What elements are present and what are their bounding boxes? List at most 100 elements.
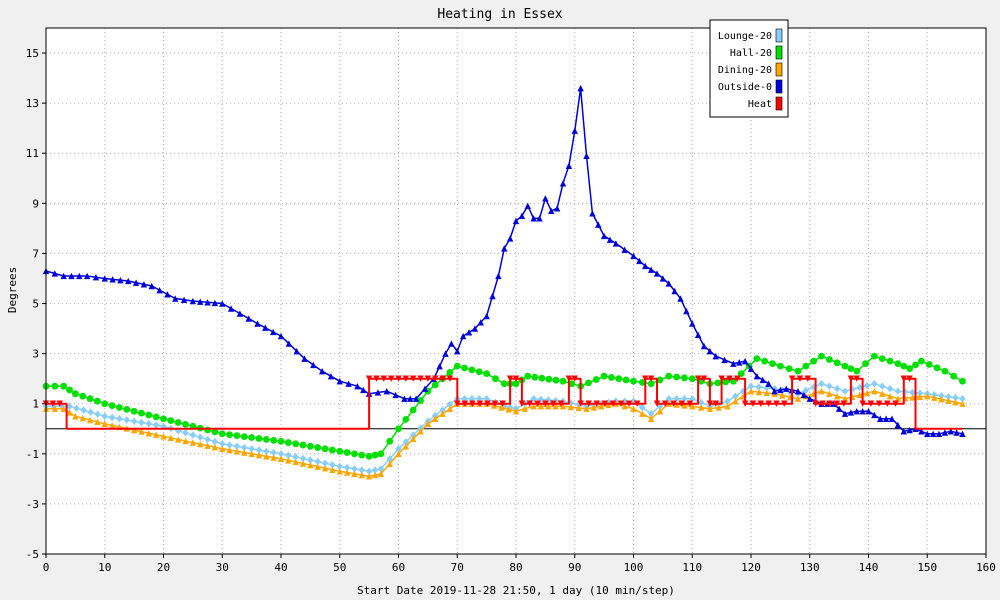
data-point xyxy=(585,379,592,387)
data-point xyxy=(51,382,59,390)
data-point xyxy=(608,374,615,381)
data-point xyxy=(167,434,175,442)
data-point xyxy=(712,400,719,407)
data-point xyxy=(730,360,737,367)
data-point xyxy=(254,320,261,327)
data-point xyxy=(665,280,672,287)
data-point xyxy=(218,430,226,438)
data-point xyxy=(906,426,913,434)
data-point xyxy=(732,392,739,400)
data-point xyxy=(686,400,694,407)
data-point xyxy=(530,403,537,410)
data-point xyxy=(681,374,688,382)
data-point xyxy=(537,403,545,410)
data-point xyxy=(343,463,351,472)
data-point xyxy=(879,390,886,397)
data-point xyxy=(263,447,270,456)
data-point xyxy=(689,320,696,327)
data-point xyxy=(401,395,408,402)
data-point xyxy=(448,340,455,347)
data-point xyxy=(847,375,855,382)
data-point xyxy=(721,356,728,364)
data-point xyxy=(446,400,454,409)
data-point xyxy=(358,451,366,459)
data-point xyxy=(622,376,630,384)
data-point xyxy=(621,246,628,253)
data-point xyxy=(156,286,163,294)
data-point xyxy=(749,400,757,407)
data-point xyxy=(152,413,160,421)
data-point xyxy=(538,374,546,382)
data-point xyxy=(285,457,292,464)
data-point xyxy=(314,463,321,470)
x-tick-label: 10 xyxy=(98,561,111,574)
data-point xyxy=(670,400,677,407)
data-point xyxy=(285,451,292,460)
x-tick-label: 100 xyxy=(624,561,644,574)
data-point xyxy=(211,299,219,307)
data-point xyxy=(900,428,907,435)
data-point xyxy=(833,384,841,393)
data-point xyxy=(293,347,300,355)
data-point xyxy=(321,465,329,472)
data-point xyxy=(518,400,526,407)
data-point xyxy=(299,441,307,449)
data-point xyxy=(491,400,499,407)
y-tick-label: 7 xyxy=(32,247,39,260)
data-point xyxy=(639,403,646,412)
data-point xyxy=(638,379,646,386)
data-point xyxy=(552,403,559,410)
data-point xyxy=(459,332,467,340)
data-point xyxy=(436,362,443,370)
legend-label: Lounge-20 xyxy=(718,31,772,42)
data-point xyxy=(160,422,167,430)
data-point xyxy=(941,367,949,375)
data-point xyxy=(197,440,204,448)
chart-title: Heating in Essex xyxy=(437,7,562,22)
data-point xyxy=(489,292,496,300)
data-point xyxy=(270,454,277,461)
data-point xyxy=(475,368,483,376)
data-point xyxy=(856,391,863,399)
data-point xyxy=(60,405,67,412)
data-point xyxy=(877,415,884,422)
data-point xyxy=(94,410,101,418)
data-point xyxy=(377,450,385,458)
data-point xyxy=(642,262,649,270)
data-point xyxy=(925,361,933,368)
data-point xyxy=(647,266,655,273)
data-point xyxy=(130,426,138,434)
data-point xyxy=(262,436,270,443)
data-point xyxy=(358,471,365,479)
data-point xyxy=(585,400,592,407)
y-tick-label: -3 xyxy=(26,498,39,511)
data-point xyxy=(336,468,343,475)
data-point xyxy=(116,404,123,411)
data-point xyxy=(236,310,244,317)
data-point xyxy=(931,394,938,401)
plot-frame xyxy=(45,27,987,555)
data-point xyxy=(882,415,890,422)
data-point xyxy=(678,400,685,407)
data-point xyxy=(270,436,278,444)
data-point xyxy=(108,413,116,422)
data-point xyxy=(130,417,138,425)
data-point xyxy=(371,471,379,479)
data-point xyxy=(351,450,358,458)
y-tick-label: 3 xyxy=(32,348,39,361)
data-point xyxy=(625,400,633,407)
data-point xyxy=(329,461,336,469)
data-point xyxy=(715,404,722,411)
data-point xyxy=(204,442,211,449)
data-point xyxy=(583,405,590,412)
data-point xyxy=(867,400,875,407)
data-point xyxy=(395,450,402,458)
data-point xyxy=(724,403,731,410)
data-point xyxy=(255,451,263,459)
data-point xyxy=(788,375,796,382)
data-point xyxy=(609,400,617,407)
data-point xyxy=(542,195,549,202)
data-point xyxy=(318,367,326,375)
